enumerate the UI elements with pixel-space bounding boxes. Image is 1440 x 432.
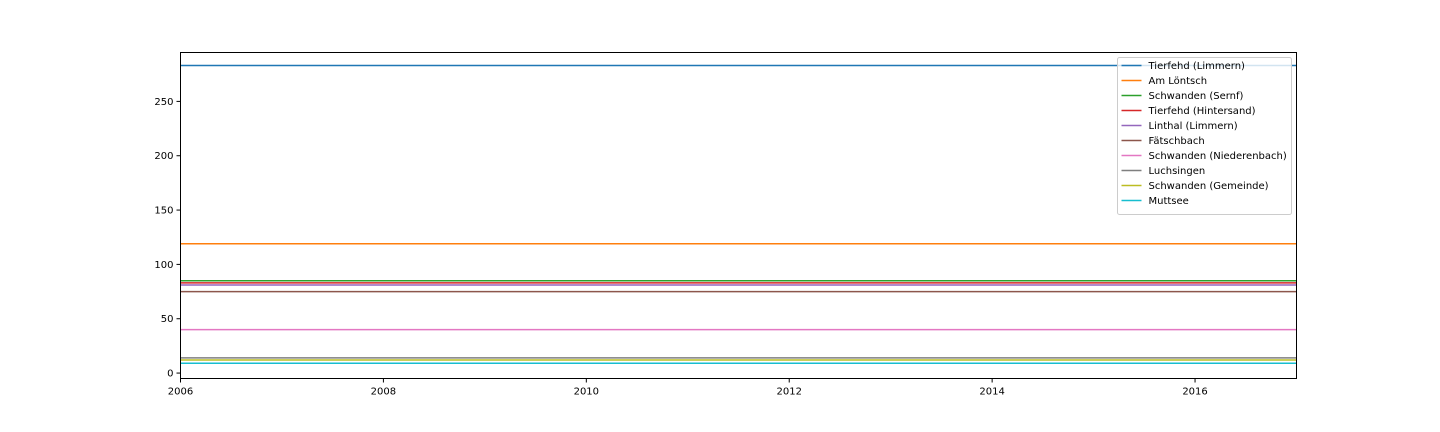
legend-label: Linthal (Limmern) [1149, 121, 1238, 132]
y-tick-label: 150 [154, 206, 173, 217]
legend-label: Luchsingen [1149, 166, 1206, 177]
series-layer [180, 64, 1297, 365]
legend-label: Fätschbach [1149, 136, 1205, 147]
legend-label: Muttsee [1149, 196, 1189, 207]
x-tick-label: 2014 [979, 387, 1004, 398]
legend-label: Schwanden (Sernf) [1149, 91, 1244, 102]
y-tick-label: 200 [154, 151, 173, 162]
legend-label: Tierfehd (Hintersand) [1148, 106, 1256, 117]
x-tick-label: 2012 [777, 387, 802, 398]
x-tick-label: 2008 [371, 387, 396, 398]
x-axis: 2006 2008 2010 2012 2014 2016 [168, 378, 1208, 398]
legend: Tierfehd (Limmern) Am Löntsch Schwanden (S… [1117, 57, 1292, 215]
x-tick-label: 2016 [1182, 387, 1207, 398]
y-tick-label: 50 [161, 314, 174, 325]
legend-box [1117, 57, 1292, 215]
y-tick-label: 0 [167, 369, 173, 380]
legend-label: Schwanden (Gemeinde) [1149, 181, 1269, 192]
y-tick-label: 100 [154, 260, 173, 271]
y-axis: 0 50 100 150 200 250 [154, 97, 181, 380]
legend-label: Tierfehd (Limmern) [1148, 61, 1246, 72]
legend-label: Schwanden (Niederenbach) [1149, 151, 1287, 162]
y-tick-label: 250 [154, 97, 173, 108]
x-tick-label: 2010 [574, 387, 599, 398]
plot-frame [180, 52, 1297, 379]
legend-label: Am Löntsch [1149, 76, 1208, 87]
x-tick-label: 2006 [168, 387, 193, 398]
